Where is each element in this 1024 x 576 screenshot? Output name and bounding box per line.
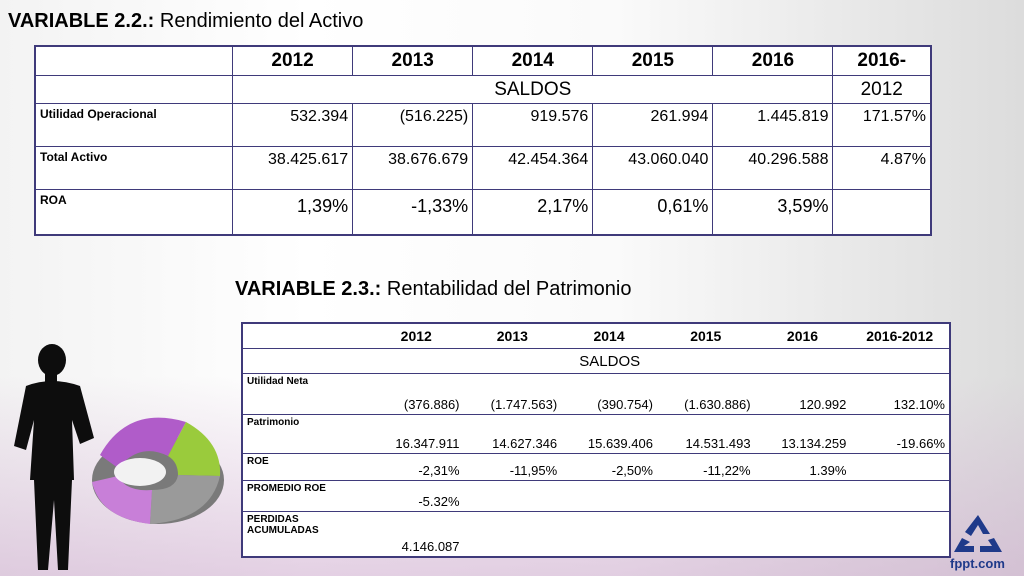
table-cell: -11,22%	[656, 453, 755, 481]
row-label: PERDIDAS ACUMULADAS	[242, 511, 369, 558]
table-cell	[832, 189, 932, 236]
businesswoman-silhouette-icon	[14, 344, 94, 570]
table-cell: 14.627.346	[463, 414, 562, 454]
variable-2-2-title: VARIABLE 2.2.: Rendimiento del Activo	[8, 10, 364, 32]
year-header: 2016	[754, 322, 851, 349]
year-header: 2013	[352, 45, 474, 76]
row-label: Utilidad Neta	[242, 373, 369, 415]
table-cell: 4.87%	[832, 146, 932, 190]
recycle-icon	[954, 515, 1002, 552]
table2-saldos-blank-right	[850, 348, 950, 374]
pie-chart-icon	[92, 417, 224, 524]
table-cell: (390.754)	[561, 373, 657, 415]
table-cell: 120.992	[754, 373, 851, 415]
table-cell: 15.639.406	[561, 414, 657, 454]
table-cell: (1.630.886)	[656, 373, 755, 415]
table-cell: -2,50%	[561, 453, 657, 481]
table-cell: 3,59%	[712, 189, 834, 236]
variable-2-3-title: VARIABLE 2.3.: Rentabilidad del Patrimon…	[235, 278, 632, 300]
year-header: 2015	[656, 322, 755, 349]
table-cell	[850, 511, 950, 558]
table2-year-header: 2012 2013 2014 2015 2016 2016-2012	[242, 322, 950, 349]
table-cell: -1,33%	[352, 189, 474, 236]
table-row: ROA 1,39% -1,33% 2,17% 0,61% 3,59%	[34, 189, 932, 236]
table-cell: 14.531.493	[656, 414, 755, 454]
table-cell: -5.32%	[369, 480, 464, 512]
saldos-label: SALDOS	[231, 75, 834, 104]
table-cell: 42.454.364	[472, 146, 594, 190]
table-cell	[754, 480, 851, 512]
table1-saldos-blank	[34, 75, 233, 104]
table-cell: 13.134.259	[754, 414, 851, 454]
table-row: ROE -2,31% -11,95% -2,50% -11,22% 1.39%	[242, 453, 950, 481]
row-label: ROA	[34, 189, 233, 236]
table1-year-header: 2012 2013 2014 2015 2016 2016-	[34, 45, 932, 76]
row-label: PROMEDIO ROE	[242, 480, 369, 512]
table1-saldos-row: SALDOS 2012	[34, 75, 932, 104]
table-cell: -2,31%	[369, 453, 464, 481]
year-header: 2016	[712, 45, 834, 76]
table-cell: 1.39%	[754, 453, 851, 481]
table-cell: 2,17%	[472, 189, 594, 236]
decorative-illustration	[14, 344, 224, 570]
table-cell: -19.66%	[850, 414, 950, 454]
table-row: Utilidad Neta (376.886) (1.747.563) (390…	[242, 373, 950, 415]
year-header: 2016-	[832, 45, 932, 76]
table2-corner	[242, 322, 369, 349]
table-cell: -11,95%	[463, 453, 562, 481]
table-cell: 261.994	[592, 103, 714, 147]
table-cell: 38.425.617	[231, 146, 354, 190]
table2-saldos-row: SALDOS	[242, 348, 950, 374]
year-header: 2013	[463, 322, 562, 349]
table1-corner	[34, 45, 233, 76]
year-header: 2015	[592, 45, 714, 76]
table-cell	[561, 480, 657, 512]
table-cell: 132.10%	[850, 373, 950, 415]
table-cell: (376.886)	[369, 373, 464, 415]
table-cell	[850, 453, 950, 481]
table-cell: 4.146.087	[369, 511, 464, 558]
table-cell: 1,39%	[231, 189, 354, 236]
year-header: 2014	[472, 45, 594, 76]
table2-saldos-blank	[242, 348, 369, 374]
table-cell: 16.347.911	[369, 414, 464, 454]
table-cell	[656, 480, 755, 512]
row-label: Patrimonio	[242, 414, 369, 454]
table-row: PROMEDIO ROE -5.32%	[242, 480, 950, 512]
year-header: 2012	[369, 322, 464, 349]
table-cell	[754, 511, 851, 558]
table-cell: 40.296.588	[712, 146, 834, 190]
roe-table: 2012 2013 2014 2015 2016 2016-2012 SALDO…	[241, 322, 951, 558]
table-cell: (516.225)	[352, 103, 474, 147]
table-cell	[463, 480, 562, 512]
row-label: Total Activo	[34, 146, 233, 190]
year-header: 2016-2012	[850, 322, 950, 349]
row-label: ROE	[242, 453, 369, 481]
table-row: PERDIDAS ACUMULADAS 4.146.087	[242, 511, 950, 558]
table-cell: 0,61%	[592, 189, 714, 236]
year-header: 2014	[561, 322, 657, 349]
table-row: Patrimonio 16.347.911 14.627.346 15.639.…	[242, 414, 950, 454]
table-cell: 38.676.679	[352, 146, 474, 190]
row-label: Utilidad Operacional	[34, 103, 233, 147]
table-row: Total Activo 38.425.617 38.676.679 42.45…	[34, 146, 932, 190]
table-cell: 532.394	[231, 103, 354, 147]
brand-text: fppt.com	[950, 556, 1005, 571]
roa-table: 2012 2013 2014 2015 2016 2016- SALDOS 20…	[34, 45, 932, 236]
table-cell: 919.576	[472, 103, 594, 147]
table-cell	[850, 480, 950, 512]
table-cell	[463, 511, 562, 558]
table-cell	[561, 511, 657, 558]
saldos-label: SALDOS	[369, 348, 851, 374]
table-cell: 43.060.040	[592, 146, 714, 190]
table-row: Utilidad Operacional 532.394 (516.225) 9…	[34, 103, 932, 147]
table-cell: 1.445.819	[712, 103, 834, 147]
year-header: 2012	[231, 45, 354, 76]
saldos-right-label: 2012	[832, 75, 932, 104]
table-cell: (1.747.563)	[463, 373, 562, 415]
table-cell	[656, 511, 755, 558]
table-cell: 171.57%	[832, 103, 932, 147]
